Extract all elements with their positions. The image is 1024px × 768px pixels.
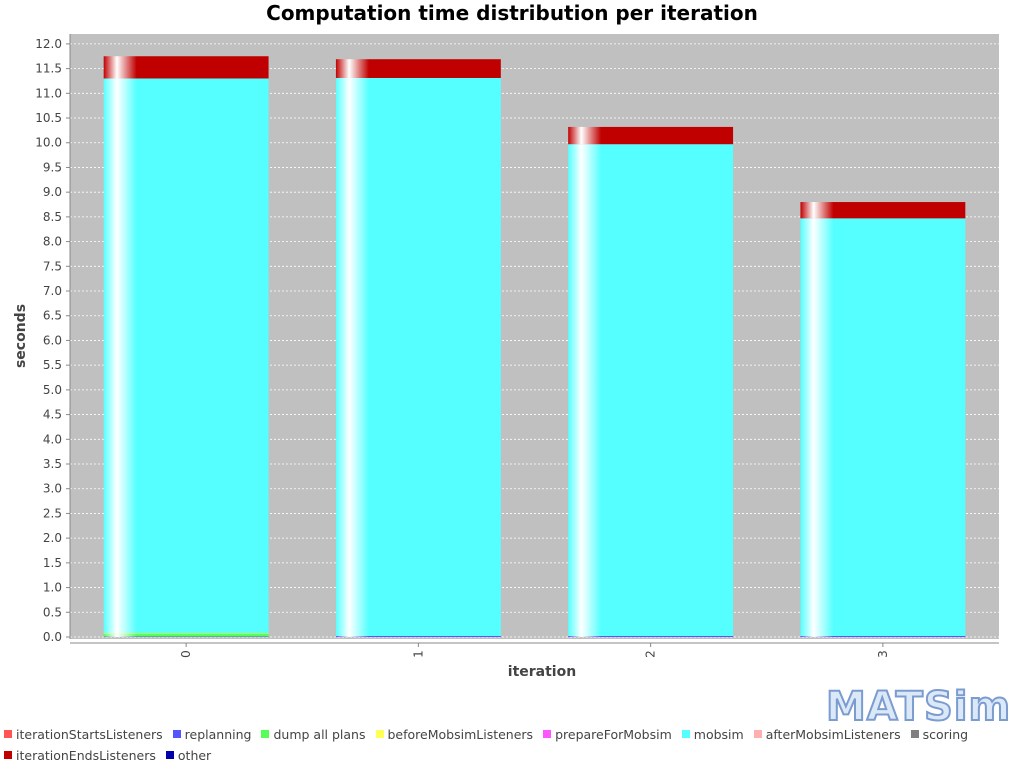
x-tick-label: 1 (411, 650, 425, 658)
y-tick-label: 3.0 (43, 482, 62, 496)
chart-title: Computation time distribution per iterat… (266, 1, 758, 25)
y-tick-label: 4.0 (43, 432, 62, 446)
bar-segment-mobsim-2 (568, 144, 734, 637)
x-axis: 0 1 2 3 (70, 642, 999, 658)
y-tick-label: 6.5 (43, 309, 62, 323)
legend-label: afterMobsimListeners (765, 726, 901, 742)
y-tick-label: 8.5 (43, 210, 62, 224)
y-tick-label: 11.5 (35, 62, 62, 76)
legend-label: replanning (184, 726, 252, 742)
legend-item: beforeMobsimListeners (375, 726, 534, 742)
legend-item: iterationStartsListeners (4, 726, 163, 742)
y-tick-label: 2.5 (43, 506, 62, 520)
chart: Computation time distribution per iterat… (13, 1, 999, 680)
bar-segment-iterationEndsListeners-2 (568, 126, 734, 145)
x-tick-label: 2 (644, 650, 658, 658)
legend-swatch (543, 730, 552, 738)
bar-segment-iterationEndsListeners-1 (335, 59, 501, 78)
y-tick-label: 3.5 (43, 457, 62, 471)
legend-item: afterMobsimListeners (753, 726, 901, 742)
legend-label: scoring (922, 726, 969, 742)
legend-label: iterationEndsListeners (16, 747, 156, 763)
legend-item: dump all plans (261, 726, 366, 742)
legend-swatch (4, 751, 12, 759)
bar-segment-mobsim-0 (103, 78, 269, 634)
legend-swatch (172, 730, 181, 738)
legend-label: mobsim (693, 726, 744, 742)
legend-item: mobsim (681, 726, 744, 742)
y-tick-label: 1.0 (43, 581, 62, 595)
legend-swatch (910, 730, 919, 738)
y-axis-label: seconds (13, 304, 29, 368)
legend: iterationStartsListeners replanning dump a… (4, 726, 1004, 763)
y-tick-label: 2.0 (43, 531, 62, 545)
legend-item: prepareForMobsim (543, 726, 672, 742)
bar-segment-iterationEndsListeners-3 (800, 202, 966, 219)
bar-segment-mobsim-1 (335, 77, 501, 637)
legend-item: scoring (910, 726, 969, 742)
legend-swatch (165, 751, 174, 759)
y-tick-label: 0.0 (43, 630, 62, 644)
matsim-logo: MATSim (825, 683, 1012, 731)
bar-segment-dump-all-plans-0 (103, 633, 269, 637)
y-tick-label: 9.0 (43, 185, 62, 199)
y-tick-label: 5.0 (43, 383, 62, 397)
bar-segment-replanning-2 (568, 636, 734, 637)
legend-swatch (753, 730, 762, 738)
legend-swatch (4, 730, 12, 738)
y-tick-label: 7.0 (43, 284, 62, 298)
legend-label: dump all plans (273, 726, 366, 742)
legend-label: iterationStartsListeners (16, 726, 163, 742)
legend-item: replanning (172, 726, 252, 742)
bar-segment-replanning-3 (800, 636, 966, 637)
y-tick-label: 10.5 (35, 111, 62, 125)
legend-item: other (165, 747, 212, 763)
y-tick-label: 6.0 (43, 333, 62, 347)
y-tick-label: 7.5 (43, 259, 62, 273)
x-tick-label: 0 (179, 650, 193, 658)
y-tick-label: 10.0 (35, 136, 62, 150)
x-tick-label: 3 (876, 650, 890, 658)
bars (103, 56, 966, 638)
legend-swatch (375, 730, 384, 738)
gridlines (70, 43, 999, 638)
x-axis-label: iteration (508, 664, 576, 680)
y-tick-label: 1.5 (43, 556, 62, 570)
y-tick-label: 11.0 (35, 86, 62, 100)
y-tick-label: 5.5 (43, 358, 62, 372)
y-tick-label: 9.5 (43, 160, 62, 174)
legend-label: prepareForMobsim (555, 726, 672, 742)
bar-segment-replanning-0 (103, 636, 269, 638)
y-tick-label: 4.5 (43, 408, 62, 422)
y-tick-label: 12.0 (35, 37, 62, 51)
y-tick-label: 0.5 (43, 605, 62, 619)
legend-swatch (261, 730, 270, 738)
bar-segment-replanning-1 (335, 636, 501, 637)
y-axis: 0.0 0.5 1.0 1.5 2.0 2.5 3.0 3.5 4.0 4.5 5.0 5.5 6.0 6… (35, 34, 71, 644)
bar-segment-iterationEndsListeners-0 (103, 56, 269, 79)
bar-segment-beforeMobsimListeners-0 (103, 633, 269, 634)
bar-segment-mobsim-3 (800, 218, 966, 637)
legend-swatch (681, 730, 690, 738)
legend-item: iterationEndsListeners (4, 747, 156, 763)
legend-label: other (177, 747, 212, 763)
legend-label: beforeMobsimListeners (387, 726, 534, 742)
y-tick-label: 8.0 (43, 235, 62, 249)
